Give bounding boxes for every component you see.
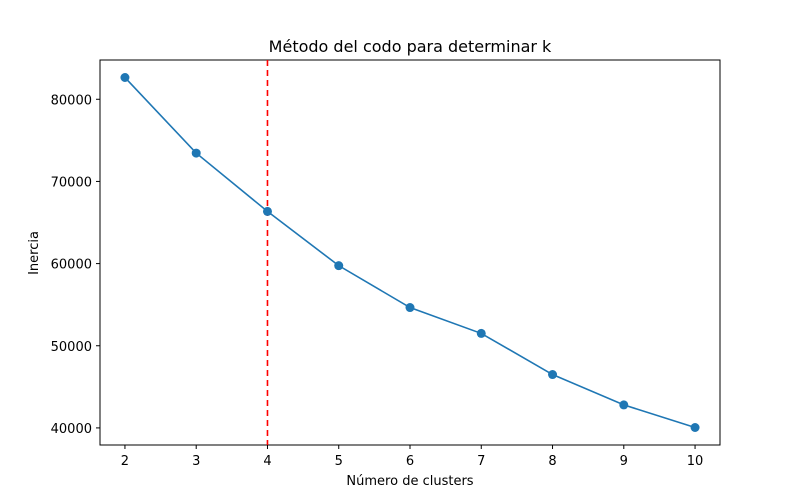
x-tick-label: 9 (620, 454, 628, 469)
series-line (124, 76, 696, 429)
x-tick-label: 8 (548, 454, 556, 469)
x-axis-label: Número de clusters (346, 474, 473, 489)
y-axis-label: Inercia (27, 231, 42, 275)
data-point (476, 328, 486, 338)
y-tick-label: 60000 (51, 258, 92, 273)
data-point (120, 73, 130, 82)
data-point (619, 400, 629, 410)
y-tick-label: 40000 (51, 422, 92, 437)
x-tick-label: 3 (192, 454, 200, 469)
data-point (690, 423, 700, 432)
x-tick-label: 7 (477, 454, 485, 469)
chart-title: Método del codo para determinar k (269, 37, 552, 56)
y-tick-label: 70000 (51, 175, 92, 190)
data-point (548, 370, 558, 380)
data-point (262, 206, 272, 216)
y-tick-label: 50000 (51, 340, 92, 355)
plot-frame (99, 59, 721, 446)
x-tick-label: 4 (263, 454, 271, 469)
data-point (191, 148, 201, 158)
x-tick-label: 2 (121, 454, 129, 469)
x-tick-label: 6 (406, 454, 414, 469)
x-tick-label: 5 (335, 454, 343, 469)
data-point (405, 303, 415, 313)
data-point (334, 261, 344, 271)
y-tick-label: 80000 (51, 93, 92, 108)
x-tick-label: 10 (687, 454, 704, 469)
plot-area: 2 3 4 5 6 7 8 9 10 40000 50000 60000 70000 80000 (51, 59, 721, 469)
